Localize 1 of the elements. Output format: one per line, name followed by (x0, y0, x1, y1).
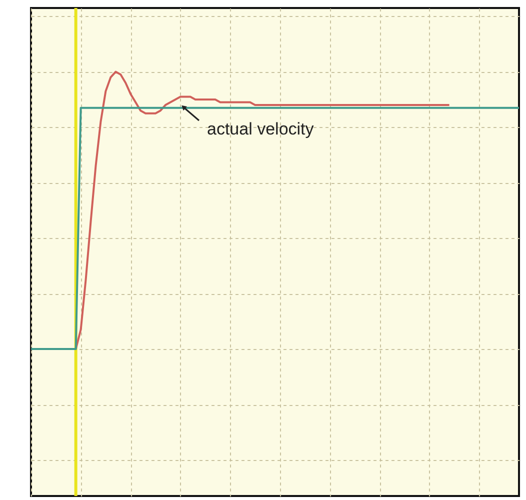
annotation: actual velocity (207, 120, 314, 138)
